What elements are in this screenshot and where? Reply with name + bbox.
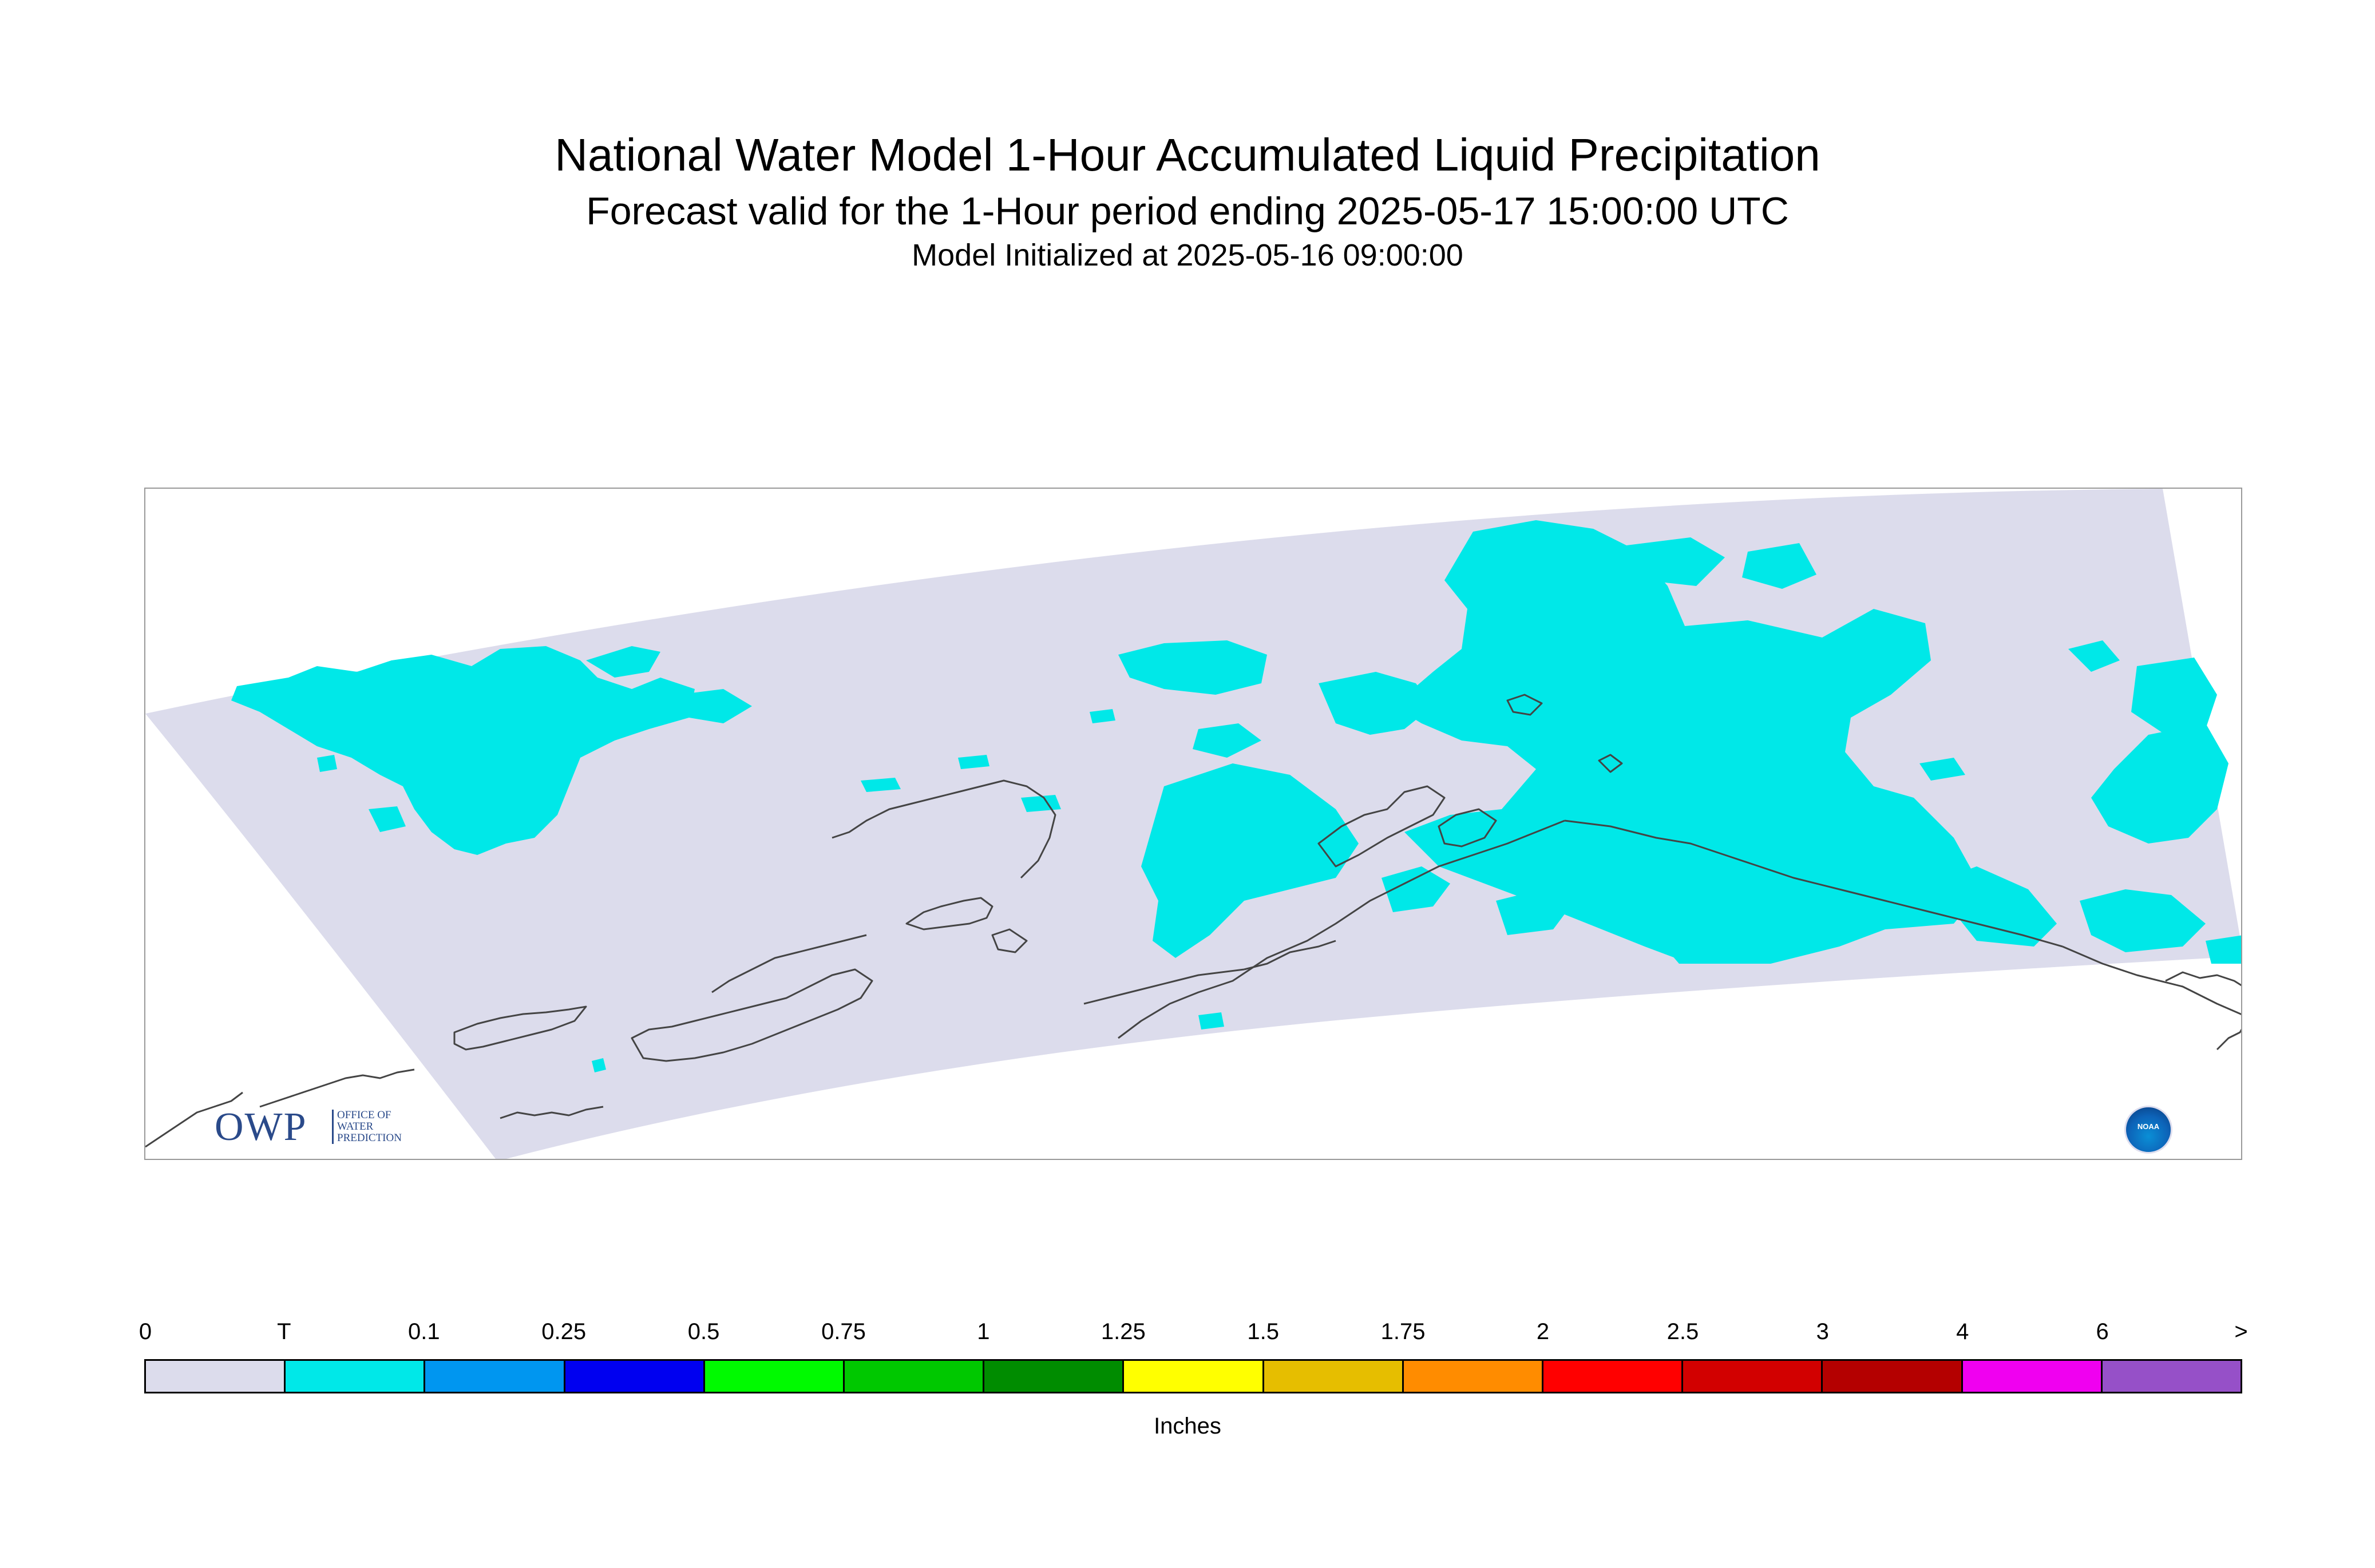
legend-tick-label: 0.75 [821,1319,866,1344]
legend-tick-label: 0.5 [687,1319,720,1344]
trace-precip-areas [231,520,2241,1072]
legend-swatch [984,1361,1125,1392]
legend-tick-label: 2 [1536,1319,1550,1344]
owp-line-3: PREDICTION [337,1132,402,1144]
legend-tick-label: 4 [1956,1319,1969,1344]
legend-swatch [1403,1361,1544,1392]
legend-tick-label: 3 [1816,1319,1829,1344]
legend-swatch [1264,1361,1404,1392]
legend-swatch [1543,1361,1684,1392]
legend-swatch [1683,1361,1823,1392]
noaa-logo-text: NOAA [2137,1122,2160,1131]
owp-logo-mark: OWP [215,1105,307,1149]
legend-tick-label: 1.5 [1247,1319,1279,1344]
legend-swatch [1823,1361,1963,1392]
map-title: National Water Model 1-Hour Accumulated … [555,129,1820,180]
legend-swatch [146,1361,286,1392]
legend-tick-label: 0.25 [541,1319,587,1344]
legend-swatch [2102,1361,2241,1392]
model-init-label: Model Initialized at 2025-05-16 09:00:00 [912,238,1463,272]
legend-tick-label: 2.5 [1667,1319,1699,1344]
noaa-logo: NOAA [2124,1106,2172,1154]
legend-swatch [425,1361,565,1392]
color-legend [144,1359,2242,1393]
map-canvas [145,489,2241,1159]
legend-tick-label: 1.25 [1101,1319,1146,1344]
legend-tick-label: 0.1 [407,1319,440,1344]
owp-line-2: WATER [337,1120,374,1133]
legend-swatch [565,1361,705,1392]
legend-tick-label: 1.75 [1380,1319,1426,1344]
legend-units-label: Inches [1154,1413,1221,1439]
precipitation-map [144,488,2242,1160]
legend-tick-label: 6 [2096,1319,2109,1344]
owp-logo-text: OFFICE OF WATER PREDICTION [332,1110,402,1144]
legend-swatch [1962,1361,2103,1392]
forecast-valid-subtitle: Forecast valid for the 1-Hour period end… [586,189,1789,233]
legend-tick-label: T [277,1319,291,1344]
legend-swatch [704,1361,845,1392]
legend-tick-label: > [2234,1319,2248,1344]
legend-swatch [286,1361,426,1392]
legend-tick-label: 1 [977,1319,990,1344]
legend-swatch [1124,1361,1264,1392]
coastlines [145,694,2241,1148]
owp-line-1: OFFICE OF [337,1109,391,1121]
legend-tick-label: 0 [138,1319,152,1344]
legend-swatch [845,1361,985,1392]
